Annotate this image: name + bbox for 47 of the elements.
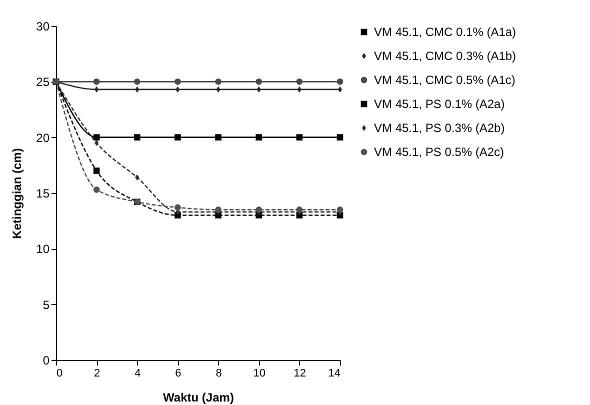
x-tick-label: 6 xyxy=(175,368,182,380)
point xyxy=(256,78,262,85)
point xyxy=(134,134,140,140)
point xyxy=(256,212,262,218)
x-tick-label: 4 xyxy=(134,368,141,380)
point xyxy=(215,134,222,140)
y-tick-label: 30 xyxy=(36,20,50,34)
point xyxy=(296,78,303,85)
point xyxy=(93,186,100,193)
point xyxy=(336,134,344,140)
point xyxy=(336,206,344,213)
point xyxy=(256,134,262,140)
x-tick-label: 2 xyxy=(94,368,100,380)
point xyxy=(215,212,222,218)
point xyxy=(215,206,222,213)
point xyxy=(134,78,140,85)
x-tick-label: 12 xyxy=(294,368,306,380)
y-tick-label: 5 xyxy=(42,298,50,312)
legend-label: VM 45.1, PS 0.5% (A2c) xyxy=(374,145,504,159)
point xyxy=(174,204,181,211)
y-tick-label: 0 xyxy=(42,354,50,368)
x-tick-label: 10 xyxy=(253,368,266,380)
x-tick-label: 14 xyxy=(328,368,340,380)
y-tick-label: 15 xyxy=(36,186,50,200)
point xyxy=(93,134,100,140)
point xyxy=(215,78,222,85)
legend-label: VM 45.1, PS 0.1% (A2a) xyxy=(374,97,505,111)
y-tick-label: 10 xyxy=(36,242,50,256)
point xyxy=(296,134,303,140)
y-tick-label: 25 xyxy=(36,75,50,90)
legend-label: VM 45.1, CMC 0.1% (A1a) xyxy=(374,25,516,39)
point xyxy=(174,134,181,140)
x-axis-title: Waktu (Jam) xyxy=(163,390,234,404)
y-tick-label: 20 xyxy=(36,130,50,145)
y-axis-title: Ketinggian (cm) xyxy=(10,148,24,239)
point xyxy=(174,78,181,85)
legend-label: VM 45.1, PS 0.3% (A2b) xyxy=(374,121,505,135)
point xyxy=(296,206,303,213)
point xyxy=(336,78,344,85)
x-tick-label: 8 xyxy=(216,368,222,380)
legend-label: VM 45.1, CMC 0.5% (A1c) xyxy=(374,73,516,87)
point xyxy=(93,168,100,174)
point xyxy=(338,86,342,93)
legend-label: VM 45.1, CMC 0.3% (A1b) xyxy=(374,49,516,63)
point xyxy=(256,206,262,213)
x-tick-label: 0 xyxy=(56,368,63,380)
point xyxy=(93,78,100,85)
